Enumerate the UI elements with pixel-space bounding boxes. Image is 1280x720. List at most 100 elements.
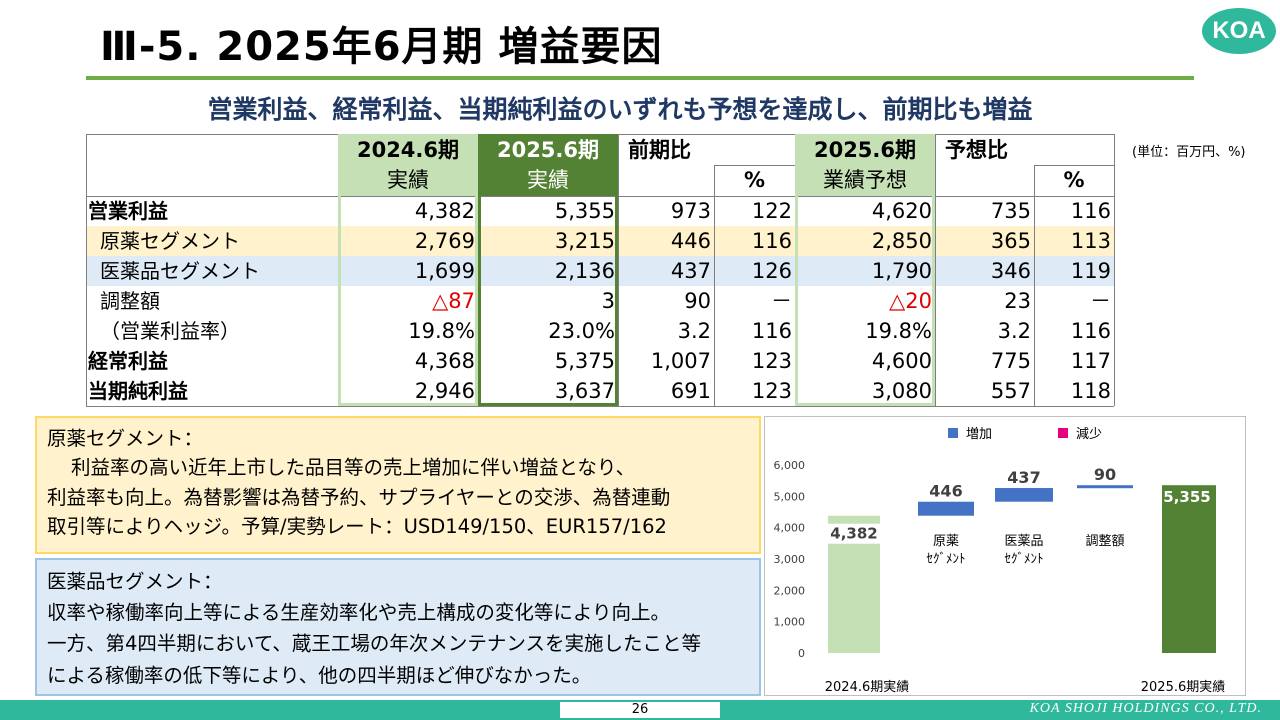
drug-note-line-3: による稼働率の低下等により、他の四半期ほど伸びなかった。: [47, 663, 592, 687]
table-cell: 973: [670, 199, 711, 223]
table-cell: 557: [990, 379, 1031, 403]
value-label: 5,355: [1163, 488, 1210, 506]
table-cell: 4,620: [871, 199, 932, 223]
table-cell: 122: [751, 199, 792, 223]
table-header-6: 予想比: [945, 138, 1008, 162]
results-table: 2024.6期 2025.6期 前期比 2025.6期 予想比 実績 実績% 業績予想% 営業利…: [86, 134, 1115, 408]
row-label: （営業利益率）: [100, 319, 240, 343]
table-cell: △20: [889, 289, 932, 313]
table-vline: [86, 134, 87, 406]
category-label: 2024.6期実績: [825, 679, 910, 695]
table-cell: 23.0%: [548, 319, 615, 343]
row-label: 原薬セグメント: [100, 229, 240, 253]
api-note-line-2: 利益率も向上。為替影響は為替予約、サプライヤーとの交渉、為替連動: [47, 485, 671, 509]
table-subheader-4: %: [743, 168, 766, 192]
table-vline: [714, 165, 715, 406]
col-frame-2025: [478, 134, 618, 406]
table-cell: 116: [751, 229, 792, 253]
value-label: 90: [1094, 465, 1116, 484]
table-cell: 123: [751, 379, 792, 403]
table-cell: △87: [432, 289, 475, 313]
table-cell: 19.8%: [408, 319, 475, 343]
row-band-drug: [86, 256, 1114, 286]
table-cell: 2,136: [554, 259, 615, 283]
table-cell: 346: [990, 259, 1031, 283]
page-title: Ⅲ-5. 2025年6月期 増益要因: [100, 24, 663, 70]
table-cell: 19.8%: [865, 319, 932, 343]
table-hline: [86, 196, 1114, 197]
table-cell: 116: [1070, 199, 1111, 223]
title-divider: [86, 76, 1194, 80]
table-cell: 1,790: [871, 259, 932, 283]
row-label: 医薬品セグメント: [100, 259, 260, 283]
y-tick-label: 2,000: [774, 584, 806, 597]
category-label: 原薬: [933, 534, 959, 549]
table-vline: [618, 134, 619, 406]
row-label: 調整額: [100, 289, 160, 313]
legend-swatch: [948, 428, 958, 438]
y-tick-label: 3,000: [774, 553, 806, 566]
api-note-title: 原薬セグメント：: [47, 427, 204, 450]
table-cell: 1,007: [650, 349, 711, 373]
table-vline: [1034, 165, 1035, 406]
row-label: 当期純利益: [88, 379, 188, 403]
y-tick-label: 6,000: [774, 459, 806, 472]
api-segment-note: 原薬セグメント： 利益率の高い近年上市した品目等の売上増加に伴い増益となり、 利…: [35, 416, 761, 554]
table-cell: 3,215: [554, 229, 615, 253]
value-label-bg: [828, 523, 880, 544]
table-cell: 90: [684, 289, 711, 313]
table-cell: 3.2: [997, 319, 1031, 343]
table-cell: 126: [751, 259, 792, 283]
table-cell: 5,375: [554, 349, 615, 373]
table-cell: 365: [990, 229, 1031, 253]
table-vline: [935, 134, 936, 406]
table-cell: 3: [601, 289, 615, 313]
koa-logo: KOA: [1202, 8, 1276, 54]
bar-total: [1162, 485, 1216, 653]
table-cell: 691: [670, 379, 711, 403]
table-cell: 2,850: [871, 229, 932, 253]
table-subheader-1: 実績: [387, 168, 429, 192]
table-cell: 3.2: [677, 319, 711, 343]
table-vline: [1114, 134, 1115, 406]
bar-increase: [995, 488, 1053, 502]
table-cell: －: [771, 289, 792, 313]
table-cell: 116: [751, 319, 792, 343]
table-cell: 117: [1070, 349, 1111, 373]
table-hline: [714, 165, 795, 166]
table-cell: 4,600: [871, 349, 932, 373]
bar-increase: [918, 501, 974, 516]
api-note-line-3: 取引等によりヘッジ。予算/実勢レート：USD149/150、EUR157/162: [47, 514, 667, 538]
table-cell: 2,769: [414, 229, 475, 253]
table-cell: 775: [990, 349, 1031, 373]
category-label: 2025.6期実績: [1141, 679, 1226, 695]
table-cell: 119: [1070, 259, 1111, 283]
table-cell: 735: [990, 199, 1031, 223]
legend-swatch: [1058, 428, 1068, 438]
category-label: 医薬品: [1004, 534, 1043, 549]
table-header-1: 2024.6期: [356, 138, 460, 162]
table-cell: 113: [1070, 229, 1111, 253]
table-hline: [86, 406, 1114, 407]
head-fill-2024: [338, 134, 478, 196]
legend-label: 増加: [966, 427, 992, 442]
page-subtitle: 営業利益、経常利益、当期純利益のいずれも予想を達成し、前期比も増益: [207, 95, 1033, 124]
table-cell: 446: [670, 229, 711, 253]
table-cell: 23: [1004, 289, 1031, 313]
table-cell: 118: [1070, 379, 1111, 403]
legend-label: 減少: [1076, 426, 1102, 442]
head-fill-forecast: [795, 134, 935, 196]
table-header-2: 2025.6期: [496, 138, 600, 162]
table-cell: －: [1090, 289, 1111, 313]
drug-note-title: 医薬品セグメント：: [47, 570, 223, 593]
table-cell: 2,946: [414, 379, 475, 403]
y-tick-label: 1,000: [774, 616, 806, 629]
api-note-line-1: 利益率の高い近年上市した品目等の売上増加に伴い増益となり、: [71, 456, 636, 480]
waterfall-chart-panel: 増加 減少 0 1,000 2,000 3,000 4,000 5,000 6,000 4,382…: [764, 416, 1246, 696]
table-cell: 437: [670, 259, 711, 283]
y-tick-label: 0: [798, 647, 805, 660]
table-cell: 3,637: [554, 379, 615, 403]
waterfall-chart: 増加 減少 0 1,000 2,000 3,000 4,000 5,000 6,000 4,382…: [774, 426, 1226, 695]
col-frame-2024: [338, 134, 478, 406]
col-frame-forecast: [795, 134, 935, 406]
